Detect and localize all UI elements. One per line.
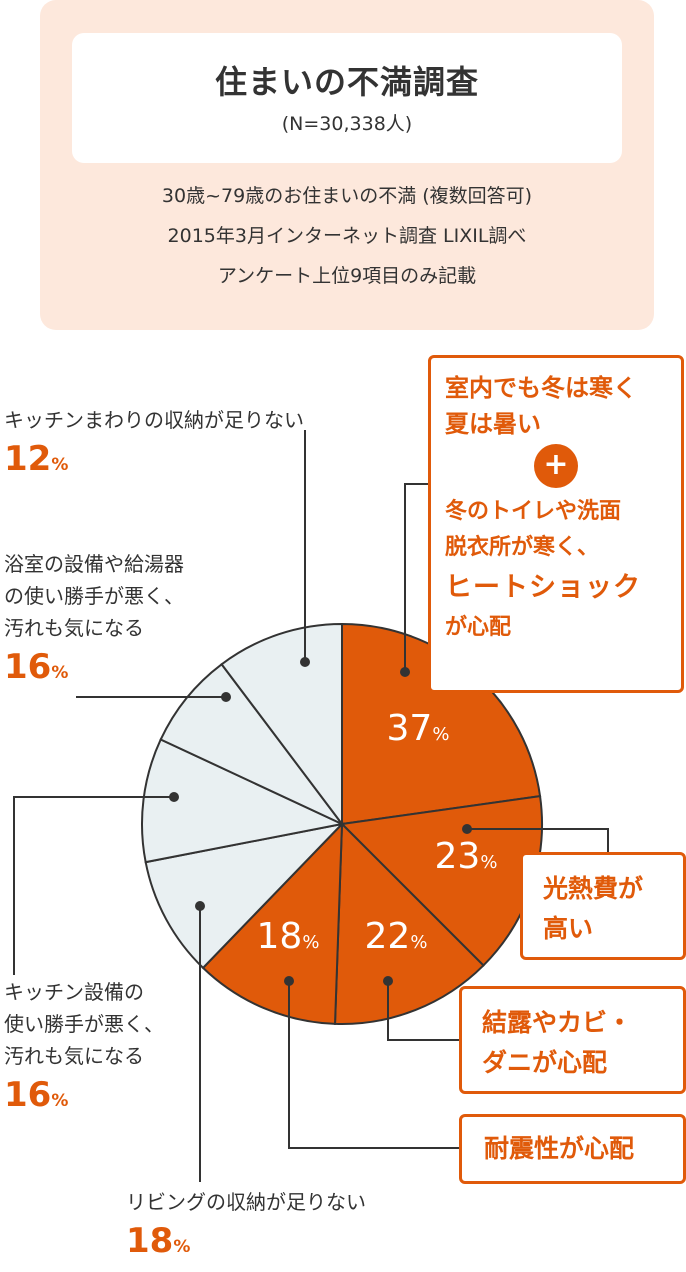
callout-cost-line1: 光熱費が: [543, 874, 644, 903]
desc-line-1: 30歳~79歳のお住まいの不満 (複数回答可): [161, 185, 533, 207]
label-living-storage-text: リビングの収納が足りない: [126, 1190, 366, 1214]
callout-cost: 光熱費が 高い: [520, 852, 686, 960]
connector-dot-2: [383, 976, 393, 986]
slice-value-label-3: 18%: [257, 916, 320, 957]
pie-slice-2: [333, 821, 485, 1025]
label-bath-line3: 汚れも気になる: [4, 616, 144, 640]
label-living-storage: リビングの収納が足りない 18%: [126, 1186, 366, 1270]
label-kitchen-storage-pct: 12%: [4, 439, 69, 479]
slice-value-label-0: 37%: [387, 708, 450, 749]
pie-slice-3: [201, 821, 344, 1025]
callout-quake-line1: 耐震性が心配: [484, 1134, 635, 1163]
header-panel: 住まいの不満調査 (N=30,338人) 30歳~79歳のお住まいの不満 (複数…: [40, 0, 654, 330]
connector-dot-6: [221, 692, 231, 702]
callout-cost-line2: 高い: [543, 914, 594, 943]
callout-heat-line3: 冬のトイレや洗面: [445, 499, 622, 524]
sample-size: (N=30,338人): [281, 113, 413, 135]
callout-heat-line4: 脱衣所が寒く、: [445, 535, 600, 560]
label-kitchen-equip-line2: 使い勝手が悪く、: [4, 1012, 164, 1036]
callout-dew-line1: 結露やカビ・: [482, 1008, 633, 1037]
connector-dot-4: [195, 901, 205, 911]
survey-description: 30歳~79歳のお住まいの不満 (複数回答可) 2015年3月インターネット調査…: [40, 176, 654, 296]
label-living-storage-pct: 18%: [126, 1221, 191, 1261]
connector-dot-1: [462, 824, 472, 834]
label-kitchen-equip-pct: 16%: [4, 1075, 69, 1115]
desc-line-2: 2015年3月インターネット調査 LIXIL調べ: [167, 225, 527, 247]
desc-line-3: アンケート上位9項目のみ記載: [217, 265, 477, 287]
slice-value-label-2: 22%: [365, 916, 428, 957]
page-title: 住まいの不満調査: [214, 63, 479, 101]
connector-line-1: [467, 828, 609, 852]
callout-dew: 結露やカビ・ ダニが心配: [459, 986, 686, 1094]
label-kitchen-storage-text: キッチンまわりの収納が足りない: [4, 408, 304, 432]
label-kitchen-equip-line3: 汚れも気になる: [4, 1044, 144, 1068]
connector-dot-5: [169, 792, 179, 802]
label-bath-pct: 16%: [4, 647, 69, 687]
title-card: 住まいの不満調査 (N=30,338人): [72, 33, 622, 163]
label-bath: 浴室の設備や給湯器 の使い勝手が悪く、 汚れも気になる 16%: [4, 548, 184, 696]
connector-line-2: [387, 981, 459, 1041]
connector-line-3: [288, 981, 459, 1149]
label-kitchen-storage: キッチンまわりの収納が足りない 12%: [4, 404, 304, 488]
callout-dew-line2: ダニが心配: [482, 1048, 608, 1077]
callout-heat-line1: 室内でも冬は寒く: [445, 374, 637, 402]
label-bath-line1: 浴室の設備や給湯器: [4, 552, 184, 576]
connector-dot-3: [284, 976, 294, 986]
label-bath-line2: の使い勝手が悪く、: [4, 584, 184, 608]
label-kitchen-equip-line1: キッチン設備の: [4, 980, 144, 1004]
connector-line-5: [13, 796, 174, 975]
pie-slice-6: [159, 662, 343, 825]
connector-line-0: [404, 483, 430, 672]
callout-heat-line2: 夏は暑い: [445, 410, 541, 438]
callout-heat: 室内でも冬は寒く 夏は暑い + 冬のトイレや洗面 脱衣所が寒く、 ヒートショック…: [428, 355, 684, 693]
slice-value-label-1: 23%: [435, 836, 498, 877]
pie-slice-5: [141, 738, 346, 864]
callout-quake: 耐震性が心配: [459, 1114, 686, 1184]
pie-slice-7: [220, 622, 343, 827]
callout-heat-line6: が心配: [445, 615, 512, 640]
connector-dot-0: [400, 667, 410, 677]
plus-icon: +: [534, 444, 578, 488]
callout-heat-line5: ヒートショック: [445, 572, 641, 603]
label-kitchen-equip: キッチン設備の 使い勝手が悪く、 汚れも気になる 16%: [4, 976, 164, 1124]
connector-dot-7: [300, 657, 310, 667]
